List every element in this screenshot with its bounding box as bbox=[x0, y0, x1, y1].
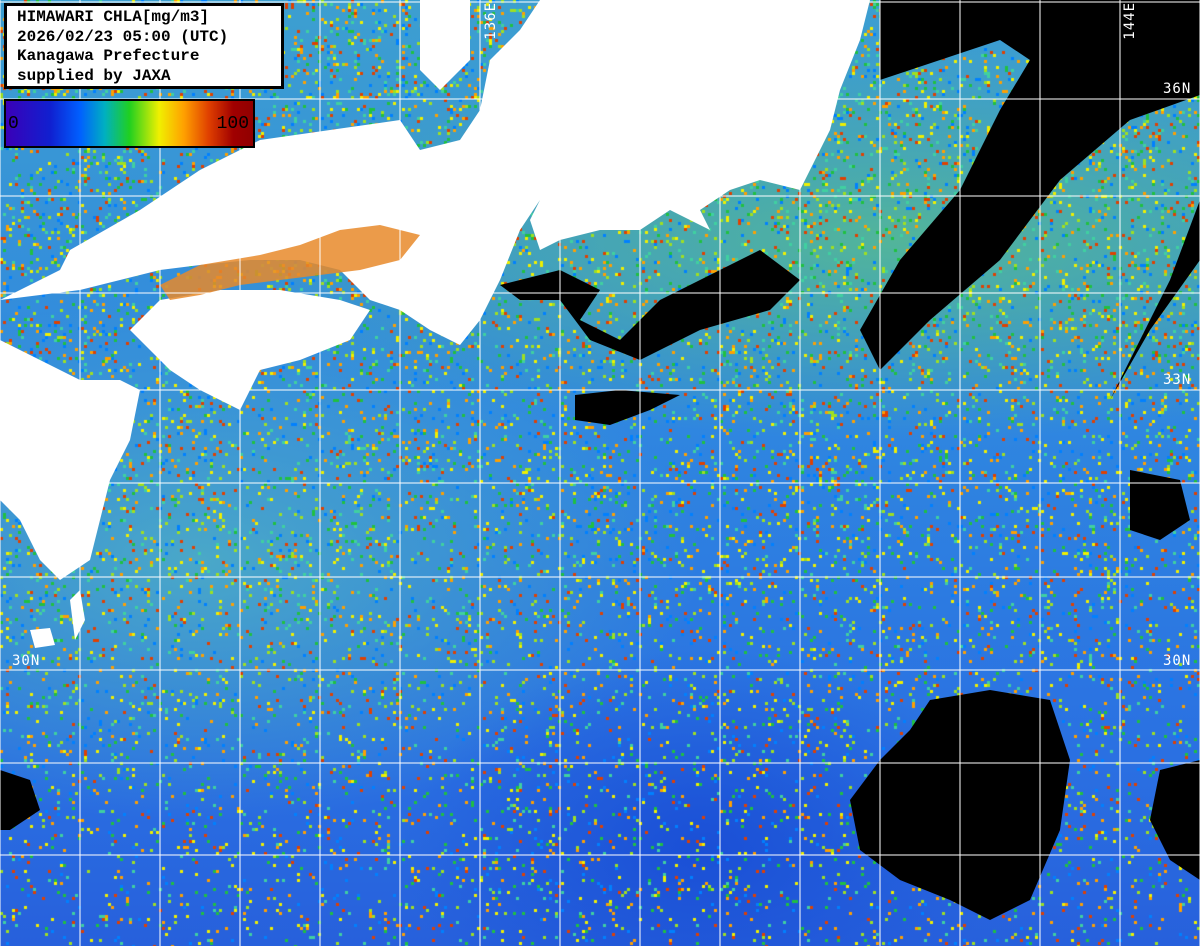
cloud-kii bbox=[500, 250, 800, 360]
land-yakushima bbox=[30, 628, 55, 648]
land-shikoku bbox=[130, 290, 370, 410]
cloud-southwest bbox=[0, 770, 40, 830]
longitude-label-136e: 136E bbox=[483, 2, 499, 40]
latitude-label-33n-left: 33N bbox=[10, 372, 39, 388]
color-scale-max: 100 bbox=[216, 114, 249, 134]
cloud-northeast bbox=[860, 0, 1200, 370]
land-kyushu bbox=[0, 340, 140, 580]
info-box: HIMAWARI CHLA[mg/m3] 2026/02/23 05:00 (U… bbox=[4, 3, 284, 89]
land-honshu bbox=[0, 0, 870, 345]
longitude-label-144e: 144E bbox=[1122, 2, 1138, 40]
color-scale-bar: 0 100 bbox=[4, 99, 255, 148]
cloud-bonin bbox=[1130, 470, 1190, 540]
color-scale-min: 0 bbox=[8, 114, 19, 134]
region-name: Kanagawa Prefecture bbox=[17, 47, 200, 65]
data-credit: supplied by JAXA bbox=[17, 66, 171, 85]
product-title: HIMAWARI CHLA[mg/m3] bbox=[17, 8, 210, 26]
cloud-central bbox=[575, 390, 680, 425]
latitude-label-30n-left: 30N bbox=[12, 653, 41, 669]
latitude-label-33n-right: 33N bbox=[1163, 372, 1192, 388]
cloud-far-se bbox=[1150, 760, 1200, 880]
latitude-label-30n-right: 30N bbox=[1163, 653, 1192, 669]
latitude-label-36n: 36N bbox=[1163, 81, 1192, 97]
land-seto-inland bbox=[160, 225, 420, 300]
land-noto-area bbox=[420, 0, 470, 90]
land-tanegashima bbox=[70, 590, 85, 640]
land-north-coast bbox=[560, 0, 600, 20]
observation-datetime: 2026/02/23 05:00 (UTC) bbox=[17, 27, 229, 46]
